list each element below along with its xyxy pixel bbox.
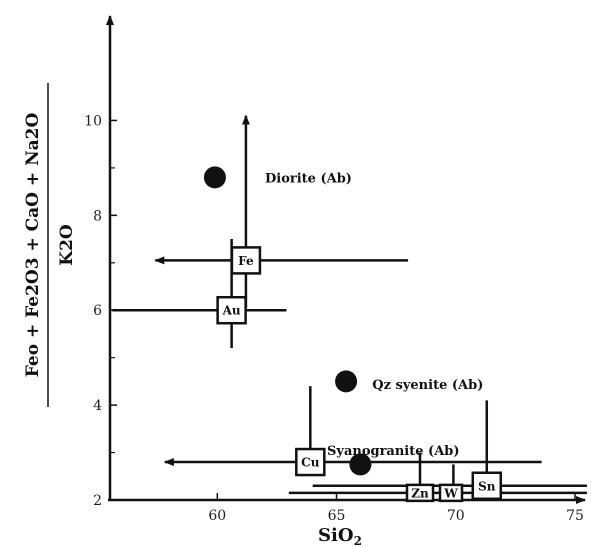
y-tick-label: 2 — [93, 493, 102, 509]
annotation-label: Qz syenite (Ab) — [372, 378, 483, 393]
x-axis-title: SiO2 — [318, 525, 362, 547]
x-axis-title-main: SiO — [318, 525, 354, 546]
element-label-sn: Sn — [478, 479, 496, 493]
annotations: Diorite (Ab) Qz syenite (Ab) Syanogranite … — [265, 171, 483, 459]
element-box-sn — [471, 471, 503, 501]
data-point — [203, 166, 226, 189]
x-tick-label: 75 — [566, 508, 584, 524]
y-axis-title: Feo + Fe2O3 + CaO + Na2O K2O — [23, 83, 77, 407]
x-tick-label: 70 — [447, 508, 465, 524]
element-box-cu — [295, 447, 326, 477]
element-label-w: W — [443, 486, 458, 500]
y-tick-label: 6 — [93, 303, 102, 319]
element-boxes: Fe Au Cu Zn W Sn — [216, 246, 503, 503]
annotation-label: Diorite (Ab) — [265, 171, 352, 186]
y-tick-label: 8 — [93, 208, 102, 224]
element-label-cu: Cu — [301, 456, 320, 470]
element-label-au: Au — [222, 304, 241, 318]
y-axis-denominator: K2O — [57, 224, 77, 266]
element-label-fe: Fe — [238, 254, 254, 268]
annotation-label: Syanogranite (Ab) — [327, 444, 460, 459]
axis-ticks: 60 65 70 75 2 4 6 8 10 — [84, 113, 584, 524]
y-axis-numerator: Feo + Fe2O3 + CaO + Na2O — [23, 113, 43, 378]
y-tick-label: 10 — [84, 113, 102, 129]
data-point — [349, 453, 372, 476]
element-box-fe — [230, 246, 262, 275]
element-label-zn: Zn — [411, 486, 429, 500]
element-box-zn — [405, 483, 435, 503]
y-tick-label: 4 — [93, 398, 102, 414]
data-point — [335, 370, 358, 393]
x-axis-title-subscript: 2 — [354, 534, 362, 547]
x-tick-label: 60 — [208, 508, 226, 524]
data-points — [203, 166, 372, 476]
element-box-au — [216, 295, 247, 325]
element-box-w — [438, 483, 464, 503]
x-tick-label: 65 — [328, 508, 346, 524]
